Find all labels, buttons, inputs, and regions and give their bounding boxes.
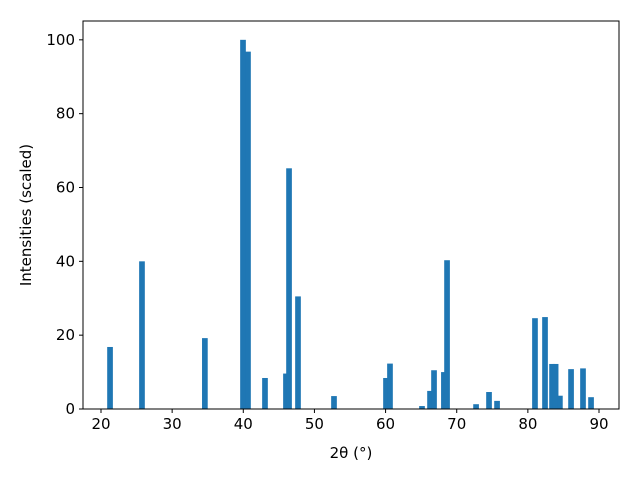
bar [552,363,559,409]
bar [139,261,145,409]
bar [444,260,450,409]
bar [427,390,433,409]
y-tick-label: 80 [56,105,75,123]
bar [588,397,594,409]
y-tick-label: 0 [65,400,75,418]
bar [473,404,479,409]
x-tick-label: 80 [518,415,537,433]
y-tick-label: 40 [56,252,75,270]
bar [419,406,425,409]
x-tick-label: 20 [91,415,110,433]
bar [202,338,208,409]
x-tick-label: 50 [305,415,324,433]
y-tick-label: 60 [56,178,75,196]
x-axis-label: 2θ (°) [330,444,373,462]
y-tick-label: 100 [46,31,75,49]
bar [441,372,447,409]
bar [240,39,246,409]
bar [283,373,289,409]
bar [286,168,292,409]
bar [494,400,500,409]
bar [295,296,301,409]
x-tick-label: 60 [376,415,395,433]
bar [331,396,337,409]
bar [580,368,586,409]
y-tick-label: 20 [56,326,75,344]
bar [549,363,555,409]
bar [568,369,574,409]
bar [486,392,492,409]
bar [532,318,538,409]
x-tick-label: 30 [163,415,182,433]
bar [383,377,389,409]
bar [262,377,268,409]
bar [557,395,563,409]
bar [245,51,251,409]
bar [431,370,437,409]
x-tick-label: 40 [234,415,253,433]
bar [387,363,393,409]
bar [107,346,113,409]
y-axis-label: Intensities (scaled) [17,144,35,286]
x-tick-label: 90 [589,415,608,433]
bar [542,317,548,409]
x-tick-label: 70 [447,415,466,433]
plot-frame [82,20,620,410]
